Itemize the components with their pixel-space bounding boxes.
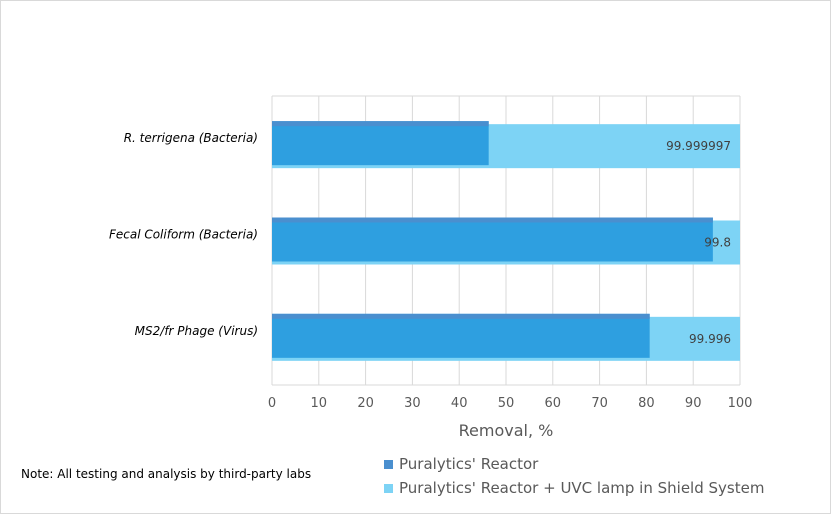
- x-tick-label-80: 80: [638, 396, 655, 411]
- x-tick-label-70: 70: [591, 396, 608, 411]
- x-tick-label-30: 30: [404, 396, 421, 411]
- x-tick-label-60: 60: [545, 396, 562, 411]
- category-label-0: R. terrigena (Bacteria): [124, 131, 258, 145]
- x-tick-label-0: 0: [268, 396, 276, 411]
- bar-reactor-1: [272, 217, 713, 262]
- x-tick-label-10: 10: [311, 396, 328, 411]
- footnote: Note: All testing and analysis by third-…: [21, 467, 312, 481]
- x-tick-label-50: 50: [498, 396, 515, 411]
- x-axis-title: Removal, %: [459, 421, 554, 440]
- legend-label-reactor-uvc: Puralytics' Reactor + UVC lamp in Shield…: [399, 479, 765, 497]
- category-label-1: Fecal Coliform (Bacteria): [109, 228, 258, 242]
- data-label-1: 99.8: [704, 236, 731, 250]
- legend: Puralytics' Reactor Puralytics' Reactor …: [384, 452, 764, 500]
- bar-reactor-2: [272, 313, 650, 358]
- labels: 0 10 20 30 40 50 60 70 80 90 100 R. terrigena (Bact…: [109, 131, 752, 440]
- legend-label-reactor: Puralytics' Reactor: [399, 455, 539, 473]
- bar-reactor-0: [272, 121, 489, 166]
- bars: [272, 121, 740, 361]
- x-tick-label-100: 100: [728, 396, 753, 411]
- x-tick-label-40: 40: [451, 396, 468, 411]
- bar-reactor-edge-1: [272, 217, 713, 223]
- x-tick-label-20: 20: [357, 396, 374, 411]
- bar-reactor-edge-2: [272, 313, 650, 319]
- category-label-2: MS2/fr Phage (Virus): [135, 324, 258, 338]
- bar-reactor-edge-0: [272, 121, 489, 127]
- x-tick-label-90: 90: [685, 396, 702, 411]
- legend-entry-reactor-uvc: Puralytics' Reactor + UVC lamp in Shield…: [384, 476, 764, 500]
- legend-swatch-reactor: [384, 459, 393, 469]
- legend-entry-reactor: Puralytics' Reactor: [384, 452, 764, 476]
- data-label-2: 99.996: [689, 332, 731, 346]
- data-label-0: 99.999997: [666, 139, 731, 153]
- legend-swatch-reactor-uvc: [384, 483, 393, 493]
